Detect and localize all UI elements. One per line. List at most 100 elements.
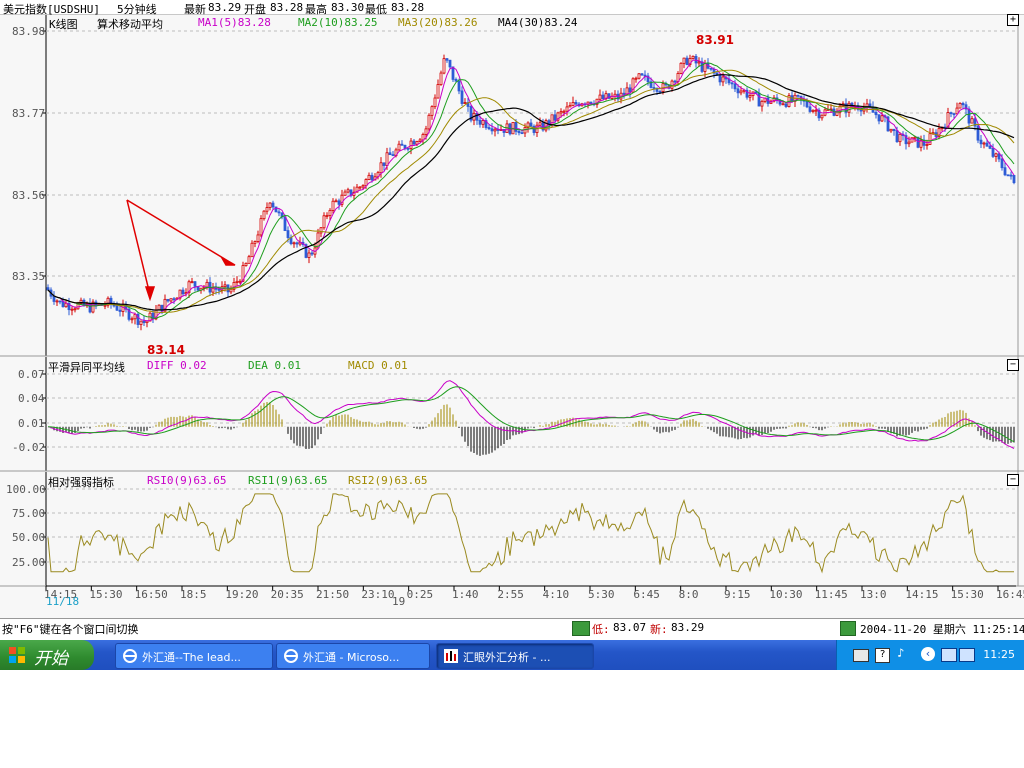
status-new-label: 新:: [650, 623, 668, 636]
candle-body: [436, 84, 440, 99]
instrument-name: 美元指数[USDSHU]: [3, 3, 100, 16]
x-tick-label: 16:45: [996, 588, 1024, 601]
candle-body: [202, 286, 206, 289]
candle-body: [538, 122, 542, 126]
dea-legend: DEA 0.01: [248, 359, 301, 372]
x-tick-label: 11:45: [814, 588, 848, 601]
main-panel-toggle[interactable]: +: [1007, 14, 1019, 26]
candle-body: [382, 162, 386, 166]
taskbar-button-forex[interactable]: 汇眼外汇分析 - ...: [436, 643, 594, 669]
x-tick-label: 4:10: [542, 588, 570, 601]
candle-body: [607, 93, 611, 99]
candle-body: [307, 252, 311, 258]
diff-legend: DIFF 0.02: [147, 359, 207, 372]
candle-body: [973, 118, 977, 127]
high-value: 83.30: [331, 1, 365, 14]
candle-body: [880, 115, 884, 122]
period-label: 5分钟线: [117, 3, 157, 16]
taskbar-button-ie-2[interactable]: 外汇通 - Microso...: [276, 643, 430, 669]
candle-body: [346, 189, 350, 193]
x-tick-label: 1:40: [452, 588, 479, 601]
candle-body: [73, 308, 77, 311]
max-price-label: 83.91: [696, 33, 734, 47]
candle-body: [253, 241, 257, 244]
candle-body: [142, 320, 146, 324]
x-tick-label: 5:30: [588, 588, 615, 601]
candle-body: [286, 230, 290, 238]
y-tick-main-1: 83.77: [12, 107, 46, 120]
x-tick-label: 18:5: [180, 588, 207, 601]
calculator-icon[interactable]: [572, 621, 590, 636]
candle-body: [835, 111, 839, 116]
candle-body: [925, 144, 929, 146]
candle-body: [400, 143, 404, 146]
candle-body: [271, 202, 275, 208]
candle-body: [565, 106, 569, 112]
taskbar-label-2: 外汇通 - Microso...: [303, 651, 400, 664]
candle-body: [451, 66, 455, 80]
candle-body: [688, 58, 692, 66]
candle-body: [646, 75, 650, 83]
candle-body: [949, 112, 953, 115]
candle-body: [58, 300, 62, 303]
x-tick-label: 6:45: [633, 588, 660, 601]
candle-body: [67, 302, 71, 311]
status-datetime: 2004-11-20 星期六 11:25:14: [860, 623, 1024, 636]
rsi-panel-toggle[interactable]: −: [1007, 474, 1019, 486]
alarm-icon[interactable]: [840, 621, 856, 636]
ie-icon: [123, 649, 137, 663]
ma3-line: [47, 69, 1015, 314]
taskbar-button-ie-1[interactable]: 外汇通--The lead...: [115, 643, 273, 669]
candle-body: [424, 128, 428, 135]
candle-body: [295, 242, 299, 245]
chevron-left-icon[interactable]: ‹: [921, 647, 935, 661]
candle-body: [961, 102, 965, 106]
speaker-icon[interactable]: ♪: [897, 646, 905, 660]
candle-body: [178, 289, 182, 299]
candle-body: [232, 282, 236, 290]
macd-panel-toggle[interactable]: −: [1007, 359, 1019, 371]
candle-body: [430, 106, 434, 116]
y-tick-macd-1: 0.04: [18, 392, 45, 405]
x-tick-label: 15:30: [950, 588, 984, 601]
x-tick-label: 13:0: [860, 588, 887, 601]
tray-clock: 11:25: [983, 648, 1015, 661]
y-tick-main-2: 83.56: [12, 189, 46, 202]
keyboard-icon[interactable]: [853, 649, 869, 662]
candle-body: [628, 87, 632, 93]
candle-body: [487, 127, 491, 130]
candle-body: [517, 131, 521, 134]
candle-body: [817, 109, 821, 119]
start-button[interactable]: 开始: [0, 640, 94, 670]
candle-body: [1006, 174, 1010, 177]
candle-body: [514, 122, 518, 132]
network-icon[interactable]: [941, 648, 957, 662]
candle-body: [127, 308, 131, 320]
ie-icon: [284, 649, 298, 663]
candle-body: [319, 227, 323, 234]
candle-body: [292, 242, 296, 245]
candle-body: [433, 97, 437, 108]
candle-body: [964, 104, 968, 110]
candle-body: [1000, 158, 1004, 169]
candle-body: [952, 113, 956, 116]
candle-body: [970, 118, 974, 124]
candle-body: [877, 114, 881, 122]
candle-body: [976, 125, 980, 141]
help-icon[interactable]: ?: [875, 648, 890, 663]
candle-body: [805, 100, 809, 108]
candle-body: [754, 91, 758, 94]
candle-body: [1003, 167, 1007, 176]
candle-body: [166, 298, 170, 302]
network-icon-2[interactable]: [959, 648, 975, 662]
candle-body: [469, 106, 473, 121]
candle-body: [427, 114, 431, 130]
x-tick-label: 9:15: [724, 588, 751, 601]
candle-body: [130, 318, 134, 321]
candle-body: [259, 218, 263, 236]
candle-body: [265, 207, 269, 212]
chart-area[interactable]: [0, 15, 1024, 618]
rsi1-legend: RSI1(9)63.65: [248, 474, 328, 487]
candle-body: [814, 109, 818, 112]
candle-body: [526, 122, 530, 128]
